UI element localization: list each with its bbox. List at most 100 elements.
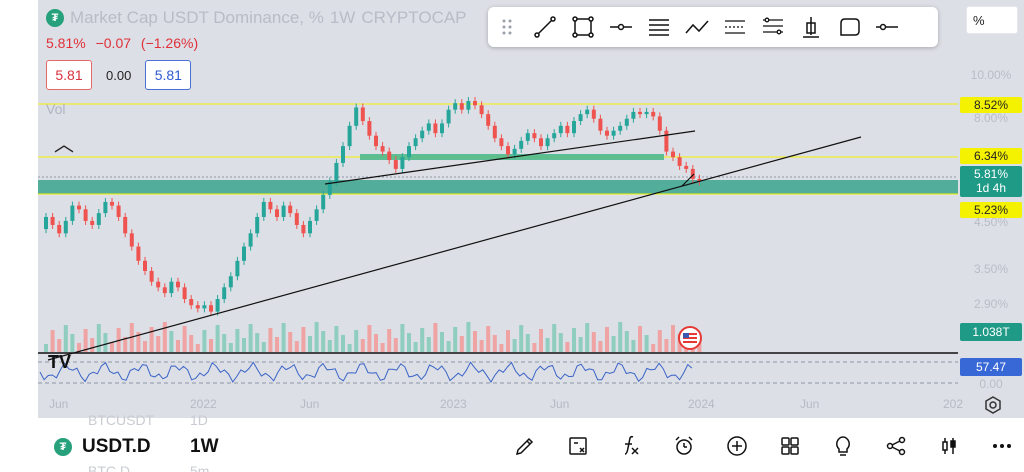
candle[interactable] xyxy=(413,138,418,147)
candle[interactable] xyxy=(189,299,194,306)
candle[interactable] xyxy=(539,138,543,147)
candle[interactable] xyxy=(545,138,550,147)
candle[interactable] xyxy=(532,133,537,139)
sell-price-box[interactable]: 5.81 xyxy=(46,60,92,90)
layouts-icon[interactable] xyxy=(763,432,816,460)
candle[interactable] xyxy=(110,201,114,206)
candle[interactable] xyxy=(552,133,557,139)
time-axis[interactable]: Jun 2022 Jun 2023 Jun 2024 Jun 202 xyxy=(38,393,1024,418)
candle[interactable] xyxy=(400,157,405,169)
share-icon[interactable] xyxy=(869,432,922,460)
candle[interactable] xyxy=(96,213,101,225)
candle[interactable] xyxy=(228,276,233,288)
symbol-selector[interactable]: ₮ USDT.D xyxy=(54,436,151,458)
calculator-icon[interactable] xyxy=(551,432,604,460)
candle[interactable] xyxy=(169,281,174,294)
upper-trendline[interactable] xyxy=(324,130,696,185)
candle[interactable] xyxy=(644,111,649,115)
long-trendline[interactable] xyxy=(47,136,862,361)
candle[interactable] xyxy=(393,160,398,169)
candle[interactable] xyxy=(499,138,504,147)
candle[interactable] xyxy=(77,205,81,210)
candle[interactable] xyxy=(360,107,365,122)
candle[interactable] xyxy=(591,109,596,119)
parallel-channel-icon[interactable] xyxy=(716,7,754,47)
anchor-icon[interactable] xyxy=(792,7,830,47)
candle[interactable] xyxy=(440,123,444,134)
candle[interactable] xyxy=(294,213,299,225)
add-icon[interactable] xyxy=(710,432,763,460)
alert-icon[interactable] xyxy=(657,432,710,460)
candle[interactable] xyxy=(242,246,246,261)
interval-selector[interactable]: 1W xyxy=(190,436,219,457)
candle[interactable] xyxy=(605,130,609,136)
candle[interactable] xyxy=(624,118,629,126)
candle[interactable] xyxy=(281,205,286,217)
candle[interactable] xyxy=(57,224,62,234)
candle[interactable] xyxy=(473,101,477,106)
candle[interactable] xyxy=(367,121,372,136)
candle[interactable] xyxy=(195,305,200,309)
candle[interactable] xyxy=(433,123,438,134)
candle[interactable] xyxy=(519,140,524,149)
candle[interactable] xyxy=(657,116,662,131)
candle[interactable] xyxy=(275,209,279,217)
chart-title-row[interactable]: ₮ Market Cap USDT Dominance, % 1W CRYPTO… xyxy=(46,8,467,28)
volume-label[interactable]: Vol xyxy=(46,101,66,117)
candle[interactable] xyxy=(209,305,213,312)
candle[interactable] xyxy=(684,165,689,169)
horizontal-line-icon[interactable] xyxy=(868,7,906,47)
settings-gear-icon[interactable] xyxy=(983,395,1003,415)
horizontal-ray-icon[interactable] xyxy=(602,7,640,47)
candle[interactable] xyxy=(380,146,385,152)
candle[interactable] xyxy=(327,181,332,195)
candle[interactable] xyxy=(347,125,352,147)
candle[interactable] xyxy=(446,109,451,124)
candle[interactable] xyxy=(248,233,253,247)
candle[interactable] xyxy=(116,205,121,217)
candle[interactable] xyxy=(308,220,312,234)
candle[interactable] xyxy=(44,216,48,230)
callout-icon[interactable] xyxy=(830,7,868,47)
percent-scale-button[interactable]: % xyxy=(966,6,1018,34)
candle[interactable] xyxy=(426,123,431,131)
candle[interactable] xyxy=(572,121,576,134)
candle[interactable] xyxy=(565,125,570,134)
candle[interactable] xyxy=(525,133,530,141)
candle[interactable] xyxy=(512,148,517,155)
candle[interactable] xyxy=(235,260,240,277)
candle[interactable] xyxy=(598,118,603,131)
indicators-icon[interactable] xyxy=(604,432,657,460)
candle[interactable] xyxy=(129,233,134,247)
candle[interactable] xyxy=(374,135,378,147)
candle[interactable] xyxy=(664,130,669,152)
trendline-icon[interactable] xyxy=(526,7,564,47)
path-icon[interactable] xyxy=(678,7,716,47)
candle[interactable] xyxy=(506,146,510,155)
candle[interactable] xyxy=(341,146,345,163)
candle[interactable] xyxy=(631,111,636,119)
support-zone[interactable] xyxy=(38,180,958,194)
candle[interactable] xyxy=(321,194,326,210)
candle[interactable] xyxy=(83,209,88,221)
more-icon[interactable] xyxy=(975,432,1024,460)
candle[interactable] xyxy=(123,216,128,234)
candle[interactable] xyxy=(690,168,695,179)
candle[interactable] xyxy=(638,111,642,115)
candle[interactable] xyxy=(50,216,55,225)
candle[interactable] xyxy=(354,107,359,126)
candle[interactable] xyxy=(202,305,207,309)
collapse-chevron-icon[interactable]: ︿ xyxy=(54,134,74,156)
ideas-icon[interactable] xyxy=(816,432,869,460)
buy-price-box[interactable]: 5.81 xyxy=(145,60,192,90)
chart-area[interactable]: ₮ Market Cap USDT Dominance, % 1W CRYPTO… xyxy=(38,0,1024,418)
candle[interactable] xyxy=(143,260,147,271)
candle[interactable] xyxy=(301,224,306,234)
candle[interactable] xyxy=(486,114,491,126)
candle[interactable] xyxy=(149,270,154,282)
candle[interactable] xyxy=(387,151,392,161)
candle[interactable] xyxy=(453,103,458,110)
candle[interactable] xyxy=(90,220,95,225)
candle[interactable] xyxy=(677,157,682,166)
fib-icon[interactable] xyxy=(754,7,792,47)
